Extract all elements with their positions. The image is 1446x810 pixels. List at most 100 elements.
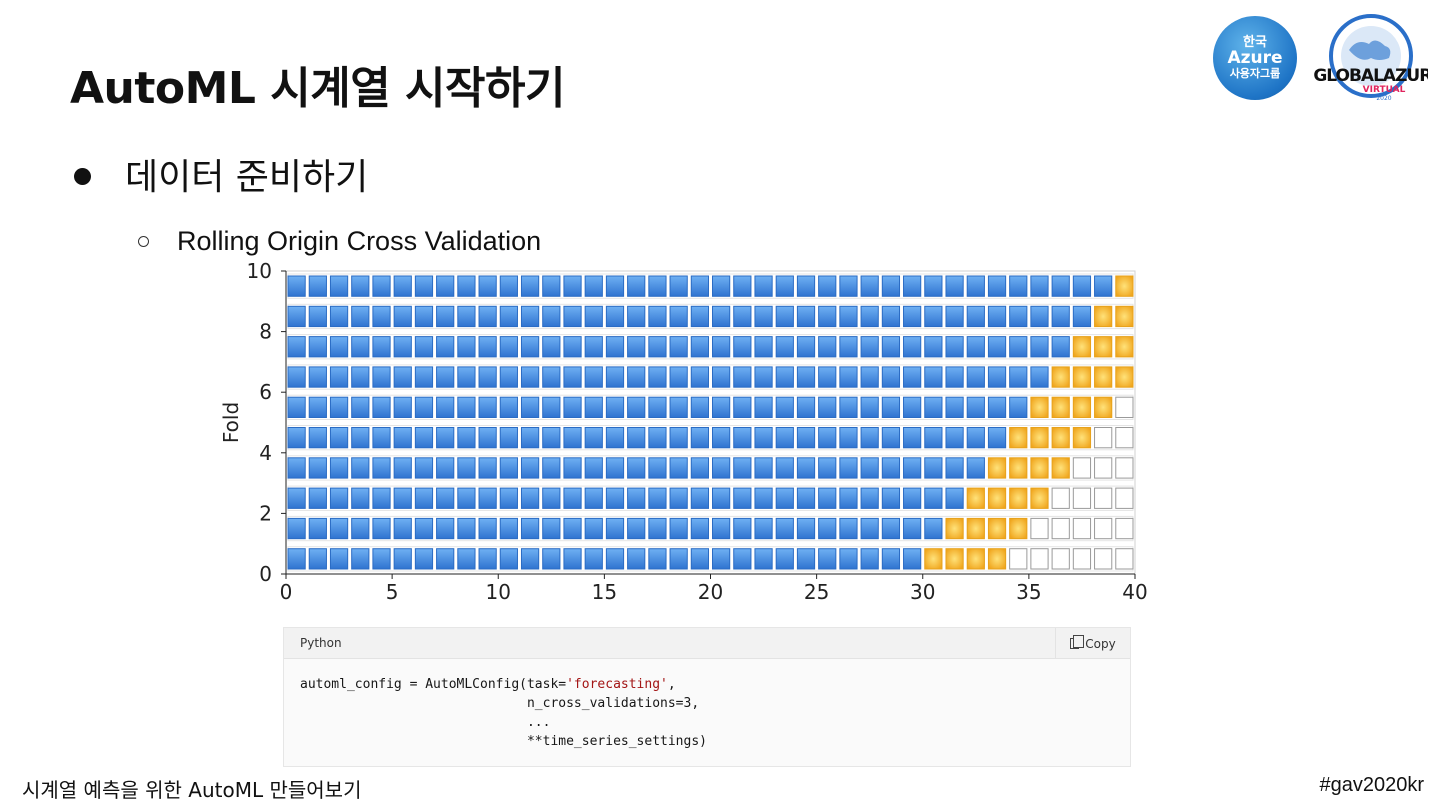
test-cell: [1094, 366, 1113, 388]
train-cell: [287, 548, 306, 570]
fold-row-frame: [287, 273, 1134, 299]
train-cell: [351, 427, 370, 449]
train-cell: [520, 457, 540, 479]
train-cell: [436, 517, 455, 540]
train-cell: [924, 305, 943, 328]
train-cell: [499, 427, 518, 449]
train-cell: [903, 548, 922, 570]
train-cell: [478, 305, 497, 328]
train-cell: [648, 457, 667, 479]
train-cell: [733, 487, 752, 509]
train-cell: [393, 457, 412, 479]
train-cell: [372, 396, 391, 418]
train-cell: [903, 366, 922, 388]
train-cell: [414, 427, 434, 449]
train-cell: [542, 275, 561, 297]
copy-button[interactable]: Copy: [1055, 628, 1130, 659]
train-cell: [605, 548, 625, 570]
train-cell: [457, 487, 476, 509]
train-cell: [287, 487, 306, 509]
train-cell: [754, 457, 773, 479]
train-cell: [966, 336, 985, 358]
train-cell: [733, 336, 752, 358]
train-cell: [966, 366, 985, 388]
train-cell: [796, 336, 816, 358]
train-cell: [690, 305, 709, 328]
train-cell: [1030, 336, 1049, 358]
train-cell: [839, 487, 858, 509]
train-cell: [733, 305, 752, 328]
train-cell: [669, 517, 688, 540]
train-cell: [754, 427, 773, 449]
train-cell: [712, 457, 731, 479]
train-cell: [775, 457, 794, 479]
train-cell: [945, 487, 964, 509]
train-cell: [775, 366, 794, 388]
x-tick-label: 0: [280, 580, 293, 604]
train-cell: [605, 336, 625, 358]
train-cell: [542, 336, 561, 358]
test-cell: [1115, 275, 1134, 297]
train-cell: [1094, 275, 1113, 297]
code-line-1-string: 'forecasting': [566, 677, 668, 692]
footer-hashtag: #gav2020kr: [1319, 774, 1424, 796]
train-cell: [648, 548, 667, 570]
train-cell: [669, 548, 688, 570]
train-cell: [712, 427, 731, 449]
train-cell: [414, 457, 434, 479]
train-cell: [520, 305, 540, 328]
train-cell: [308, 305, 327, 328]
train-cell: [308, 366, 327, 388]
train-cell: [903, 457, 922, 479]
azure-logo-line2: Azure: [1227, 48, 1283, 69]
train-cell: [690, 275, 709, 297]
global-azure-logo-year: 2020: [1376, 95, 1391, 102]
train-cell: [690, 548, 709, 570]
train-cell: [1030, 305, 1049, 328]
train-cell: [966, 427, 985, 449]
train-cell: [499, 336, 518, 358]
test-cell: [1072, 427, 1092, 449]
train-cell: [457, 275, 476, 297]
test-cell: [1030, 487, 1049, 509]
unused-cell: [1051, 487, 1070, 509]
global-azure-logo-sub: VIRTUAL: [1363, 85, 1406, 95]
train-cell: [563, 336, 582, 358]
test-cell: [966, 487, 985, 509]
train-cell: [372, 275, 391, 297]
unused-cell: [1094, 487, 1113, 509]
train-cell: [372, 427, 391, 449]
train-cell: [712, 305, 731, 328]
train-cell: [457, 457, 476, 479]
x-tick-label: 25: [804, 580, 829, 604]
train-cell: [414, 396, 434, 418]
train-cell: [818, 517, 837, 540]
test-cell: [945, 517, 964, 540]
train-cell: [903, 487, 922, 509]
train-cell: [393, 487, 412, 509]
train-cell: [712, 487, 731, 509]
unused-cell: [1115, 427, 1134, 449]
train-cell: [669, 275, 688, 297]
fold-row-frame: [287, 364, 1134, 390]
train-cell: [945, 275, 964, 297]
train-cell: [881, 305, 901, 328]
train-cell: [329, 457, 349, 479]
train-cell: [414, 305, 434, 328]
train-cell: [436, 427, 455, 449]
train-cell: [796, 487, 816, 509]
train-cell: [393, 366, 412, 388]
train-cell: [796, 517, 816, 540]
train-cell: [351, 396, 370, 418]
train-cell: [648, 517, 667, 540]
train-cell: [393, 275, 412, 297]
unused-cell: [1115, 457, 1134, 479]
train-cell: [818, 336, 837, 358]
korea-azure-user-group-logo: 한국 Azure 사용자그룹: [1213, 16, 1297, 100]
train-cell: [351, 457, 370, 479]
train-cell: [329, 275, 349, 297]
train-cell: [775, 517, 794, 540]
train-cell: [627, 487, 646, 509]
train-cell: [860, 305, 879, 328]
train-cell: [818, 275, 837, 297]
